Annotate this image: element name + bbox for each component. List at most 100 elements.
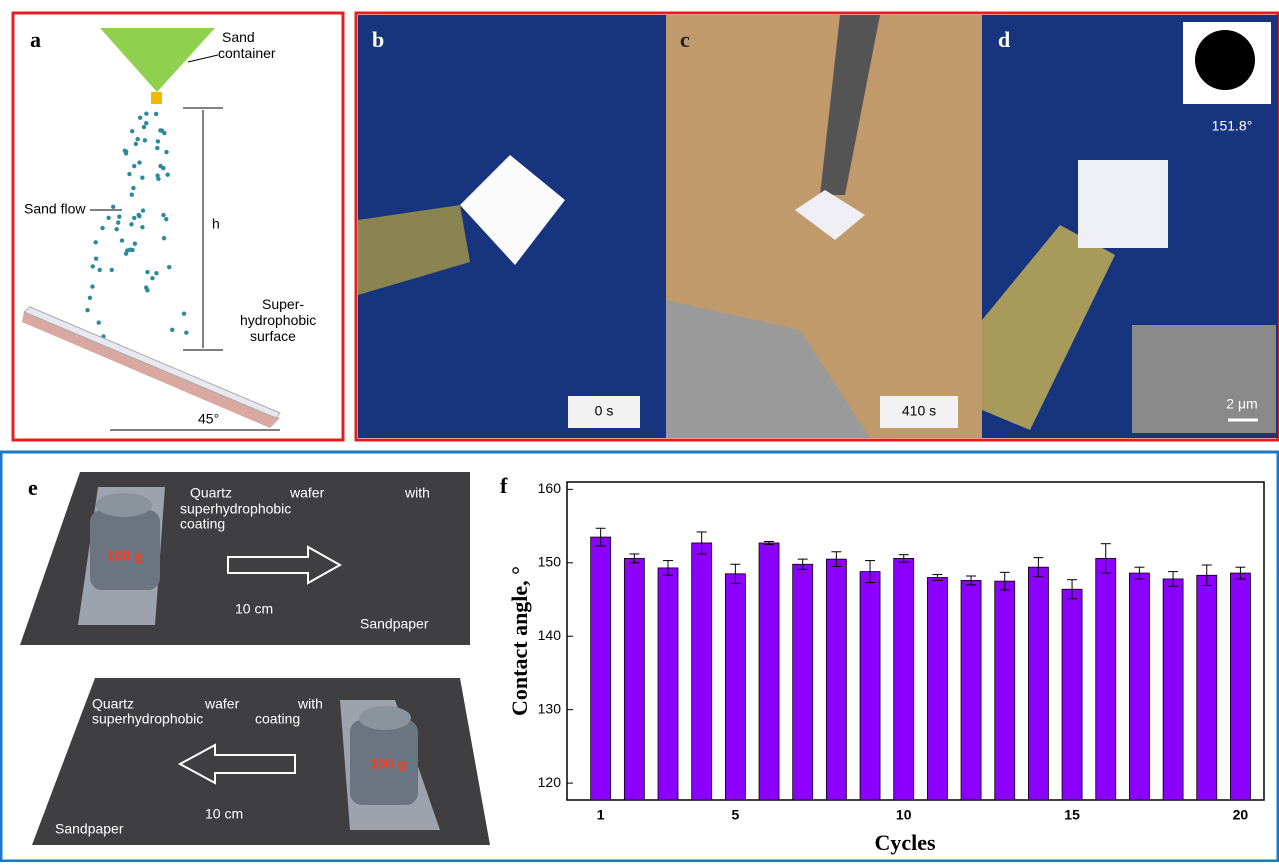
distance: 10 cm [235, 601, 273, 617]
bar [1129, 573, 1149, 800]
y-tick-label: 140 [538, 627, 562, 643]
sand-dot [130, 192, 134, 196]
x-tick-label: 10 [896, 807, 912, 823]
text: container [218, 45, 276, 61]
sand-dot [132, 164, 136, 168]
sand-dot [184, 330, 188, 334]
sand-dot [124, 251, 128, 255]
sand-dot [162, 131, 166, 135]
sand-dot [164, 150, 168, 154]
sand-dot [145, 270, 149, 274]
bar [961, 580, 981, 800]
time: 410 s [902, 403, 936, 419]
sand-dot [161, 213, 165, 217]
sand-dot [131, 186, 135, 190]
sem-image [1132, 325, 1276, 433]
panel-label: b [372, 27, 384, 52]
sand-dot [155, 173, 159, 177]
surface: Sandpaper [360, 616, 429, 632]
sand-dot [130, 248, 134, 252]
sand-dot [120, 238, 124, 242]
text: Quartz [190, 485, 232, 501]
bar [1096, 558, 1116, 800]
bar [1230, 573, 1250, 800]
bar [793, 564, 813, 800]
sand-dot [138, 116, 142, 120]
weight-knob [96, 493, 152, 517]
sand-dot [129, 222, 133, 226]
panel-label: c [680, 27, 690, 52]
bar [1028, 567, 1048, 800]
text: wafer [289, 485, 325, 501]
text: with [404, 485, 430, 501]
y-tick-label: 150 [538, 553, 562, 569]
sand-dot [156, 139, 160, 143]
sand-dot [97, 320, 101, 324]
sand-dot [88, 296, 92, 300]
sand-dot [100, 226, 104, 230]
y-tick-label: 120 [538, 774, 562, 790]
sand-dot [136, 137, 140, 141]
sand-dot [142, 125, 146, 129]
panel-label: e [28, 475, 38, 500]
sand-dot [137, 213, 141, 217]
bar [995, 581, 1015, 800]
sand-dot [154, 271, 158, 275]
bar [1163, 579, 1183, 800]
bar [927, 577, 947, 800]
bar [692, 543, 712, 800]
text: Quartz [92, 696, 134, 712]
bar [658, 568, 678, 800]
sand-dot [114, 227, 118, 231]
sand-dot [144, 111, 148, 115]
sand-dot [158, 164, 162, 168]
sand-dot [106, 216, 110, 220]
sand-dot [162, 236, 166, 240]
bar [1062, 589, 1082, 800]
sand-dot [132, 216, 136, 220]
bar [624, 558, 644, 800]
contact-angle: 151.8° [1212, 118, 1253, 134]
y-tick-label: 130 [538, 700, 562, 716]
wafer [1078, 160, 1168, 248]
text: wafer [204, 696, 240, 712]
surface: Sandpaper [55, 821, 124, 837]
bar [1197, 575, 1217, 800]
sand-dot [110, 268, 114, 272]
label: Sand flow [24, 201, 86, 217]
sand-dot [116, 220, 120, 224]
sand-dot [170, 328, 174, 332]
text: hydrophobic [240, 312, 316, 328]
page: a Sandcontainer Sand flow h Super-hydrop… [0, 0, 1279, 867]
x-tick-label: 20 [1233, 807, 1249, 823]
sand-dot [144, 285, 148, 289]
sand-dot [111, 205, 115, 209]
sand-dot [133, 241, 137, 245]
sand-dot [141, 208, 145, 212]
panel-label: f [500, 473, 508, 498]
bar [826, 559, 846, 800]
sand-dot [154, 112, 158, 116]
sand-dot [85, 308, 89, 312]
text: Super- [262, 296, 304, 312]
text: coating [180, 516, 225, 532]
label: 45° [198, 411, 219, 427]
bar [759, 543, 779, 800]
sand-dot [140, 225, 144, 229]
droplet [1195, 30, 1255, 90]
x-tick-label: 5 [731, 807, 739, 823]
sand-dot [117, 215, 121, 219]
bar [860, 572, 880, 800]
nozzle [151, 92, 162, 104]
weight-label: 100 g [370, 756, 406, 772]
label: h [212, 216, 220, 232]
text: superhydrophobic [180, 501, 291, 517]
bar [725, 574, 745, 800]
scale: 2 μm [1226, 396, 1257, 412]
sand-dot [94, 256, 98, 260]
x-axis-title: Cycles [874, 830, 936, 855]
bar [894, 558, 914, 800]
x-tick-label: 1 [597, 807, 605, 823]
sand-dot [140, 175, 144, 179]
text: coating [255, 711, 300, 727]
